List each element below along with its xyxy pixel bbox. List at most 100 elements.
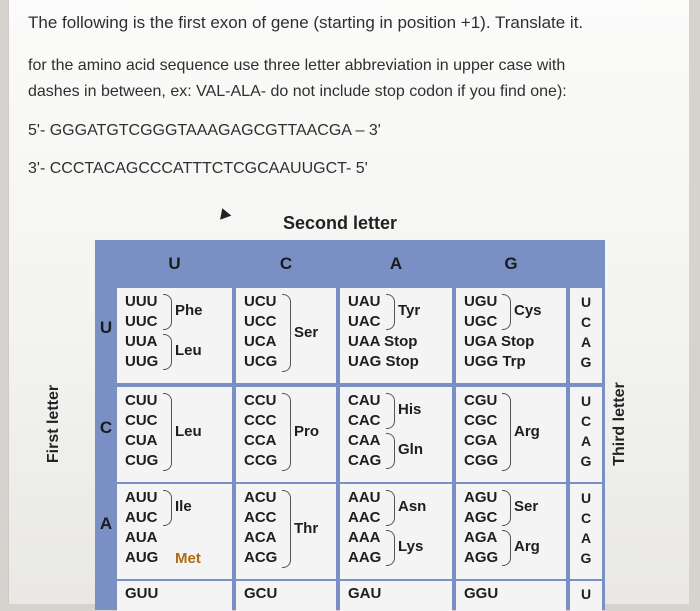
codon-text: GCU bbox=[244, 585, 278, 602]
dna-strand-5prime: 5'- GGGATGTCGGGTAAAGAGCGTTAACGA – 3' bbox=[28, 122, 381, 139]
codon-text: AGC bbox=[464, 509, 498, 526]
codon-cell bbox=[117, 288, 232, 383]
codon-text: CUA bbox=[125, 432, 158, 449]
codon-brace bbox=[282, 393, 291, 471]
codon-brace bbox=[282, 294, 291, 372]
amino-acid-label: Arg bbox=[514, 538, 540, 555]
codon-text: GAU bbox=[348, 585, 382, 602]
codon-cell bbox=[340, 387, 452, 482]
codon-brace bbox=[282, 490, 291, 568]
codon-text: CCC bbox=[244, 412, 277, 429]
third-letter-text: G bbox=[580, 354, 592, 370]
codon-text: ACG bbox=[244, 549, 278, 566]
codon-text: AGA bbox=[464, 529, 498, 546]
codon-cell bbox=[456, 288, 566, 383]
row-header-u: U bbox=[99, 318, 113, 337]
third-letter-label: Third letter bbox=[611, 382, 628, 466]
codon-brace bbox=[163, 294, 172, 330]
codon-brace bbox=[502, 393, 511, 471]
codon-text: UAG Stop bbox=[348, 353, 419, 370]
codon-text: GGU bbox=[464, 585, 499, 602]
codon-text: CGU bbox=[464, 392, 498, 409]
third-letter-text: C bbox=[580, 314, 592, 330]
codon-text: ACC bbox=[244, 509, 277, 526]
amino-acid-label: Ile bbox=[175, 498, 192, 515]
codon-brace bbox=[502, 294, 511, 330]
third-letter-text: U bbox=[580, 490, 592, 506]
codon-text: AGU bbox=[464, 489, 498, 506]
codon-text: AUA bbox=[125, 529, 158, 546]
codon-text: CAG bbox=[348, 452, 382, 469]
amino-acid-label: Ser bbox=[294, 324, 319, 341]
third-letter-text: C bbox=[580, 413, 592, 429]
third-letter-text: A bbox=[580, 530, 592, 546]
codon-cell bbox=[340, 288, 452, 383]
codon-brace bbox=[163, 393, 172, 471]
codon-text: UUC bbox=[125, 313, 158, 330]
codon-text: AAG bbox=[348, 549, 382, 566]
codon-text: CAA bbox=[348, 432, 381, 449]
codon-brace bbox=[386, 433, 395, 469]
col-header-a: A bbox=[389, 254, 403, 273]
codon-brace bbox=[502, 490, 511, 526]
codon-text: CCU bbox=[244, 392, 277, 409]
dna-strand-3prime: 3'- CCCTACAGCCCATTTCTCGCAAUUGCT- 5' bbox=[28, 160, 368, 177]
codon-cell bbox=[456, 387, 566, 482]
amino-acid-label: Asn bbox=[398, 498, 427, 515]
codon-cell bbox=[117, 387, 232, 482]
amino-acid-label: Met bbox=[175, 550, 201, 567]
codon-text: CUU bbox=[125, 392, 158, 409]
amino-acid-label: Phe bbox=[175, 302, 203, 319]
codon-text: AAU bbox=[348, 489, 381, 506]
third-letter-cell bbox=[570, 387, 602, 482]
codon-text: UGA Stop bbox=[464, 333, 535, 350]
row-header-a: A bbox=[99, 514, 113, 533]
codon-text: CCG bbox=[244, 452, 278, 469]
codon-text: CCA bbox=[244, 432, 277, 449]
third-letter-text: A bbox=[580, 433, 592, 449]
codon-text: CUG bbox=[125, 452, 159, 469]
codon-text: CUC bbox=[125, 412, 158, 429]
codon-text: UCC bbox=[244, 313, 277, 330]
third-letter-text: G bbox=[580, 550, 592, 566]
amino-acid-label: Leu bbox=[175, 423, 202, 440]
row-header-c: C bbox=[99, 418, 113, 437]
codon-text: UGC bbox=[464, 313, 498, 330]
codon-text: CAU bbox=[348, 392, 381, 409]
codon-text: CAC bbox=[348, 412, 381, 429]
codon-brace bbox=[163, 334, 172, 370]
codon-text: UGG Trp bbox=[464, 353, 526, 370]
codon-brace bbox=[163, 490, 172, 526]
third-letter-text: U bbox=[580, 586, 592, 602]
codon-text: ACU bbox=[244, 489, 277, 506]
col-header-c: C bbox=[279, 254, 293, 273]
codon-text: UUU bbox=[125, 293, 158, 310]
codon-text: UUA bbox=[125, 333, 158, 350]
codon-text: UCA bbox=[244, 333, 277, 350]
amino-acid-label: Leu bbox=[175, 342, 202, 359]
codon-text: AAC bbox=[348, 509, 381, 526]
codon-text: AUG bbox=[125, 549, 159, 566]
amino-acid-label: His bbox=[398, 401, 422, 418]
codon-text: AAA bbox=[348, 529, 381, 546]
second-letter-label: Second letter bbox=[283, 213, 398, 233]
question-title: The following is the first exon of gene … bbox=[28, 13, 584, 32]
amino-acid-label: Ser bbox=[514, 498, 539, 515]
amino-acid-label: Thr bbox=[294, 520, 319, 537]
instruction-line-2: dashes in between, ex: VAL-ALA- do not i… bbox=[28, 83, 567, 100]
amino-acid-label: Cys bbox=[514, 302, 542, 319]
codon-cell bbox=[456, 484, 566, 579]
codon-brace bbox=[502, 530, 511, 566]
third-letter-text: A bbox=[580, 334, 592, 350]
codon-text: CGC bbox=[464, 412, 498, 429]
codon-brace bbox=[386, 294, 395, 330]
amino-acid-label: Pro bbox=[294, 423, 320, 440]
third-letter-cell bbox=[570, 288, 602, 383]
third-letter-text: U bbox=[580, 294, 592, 310]
third-letter-text: G bbox=[580, 453, 592, 469]
codon-brace bbox=[386, 530, 395, 566]
instruction-line-1: for the amino acid sequence use three le… bbox=[28, 57, 566, 74]
codon-text: UUG bbox=[125, 353, 159, 370]
codon-cell bbox=[340, 484, 452, 579]
amino-acid-label: Gln bbox=[398, 441, 423, 458]
